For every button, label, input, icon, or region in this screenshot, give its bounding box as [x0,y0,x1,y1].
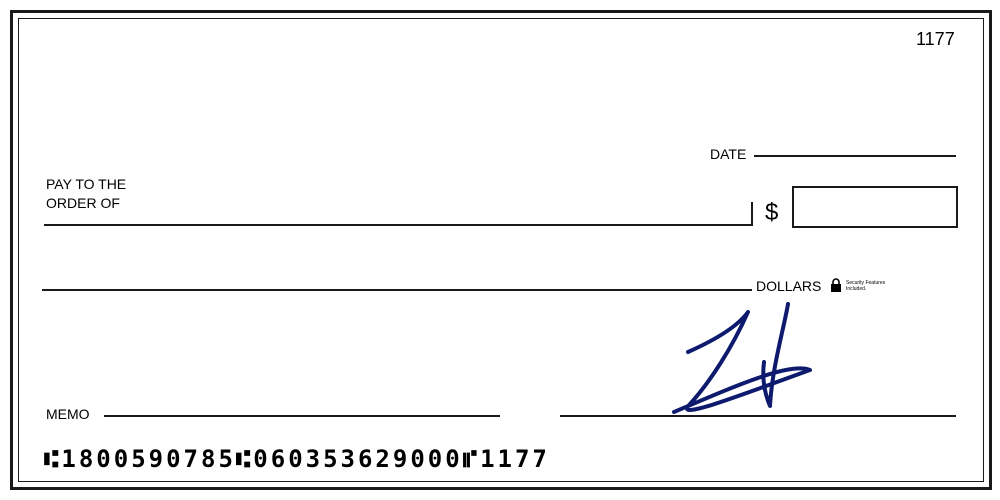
amount-box[interactable] [792,186,958,228]
date-label: DATE [710,146,747,162]
pay-to-label-line2: ORDER OF [46,195,120,211]
payee-field-line[interactable] [44,224,752,226]
memo-field-line[interactable] [104,415,500,417]
micr-line: ⑆1800590785⑆060353629000⑈1177 [44,445,550,473]
payee-line-end-tick [751,202,753,226]
pay-to-label-line1: PAY TO THE [46,176,127,192]
check-outer-border [10,10,992,490]
memo-label: MEMO [46,406,90,422]
check-inner-border [18,18,984,482]
written-amount-line[interactable] [42,289,752,291]
check-number: 1177 [916,29,955,49]
pay-to-label: PAY TO THE ORDER OF [46,175,126,213]
dollar-sign: $ [765,199,779,226]
signature-line[interactable] [560,415,956,417]
security-features-text: Security Features Included. [846,280,886,292]
lock-icon [831,278,841,292]
date-field-line[interactable] [754,155,956,157]
signature [672,302,812,414]
dollars-label: DOLLARS [756,278,822,294]
